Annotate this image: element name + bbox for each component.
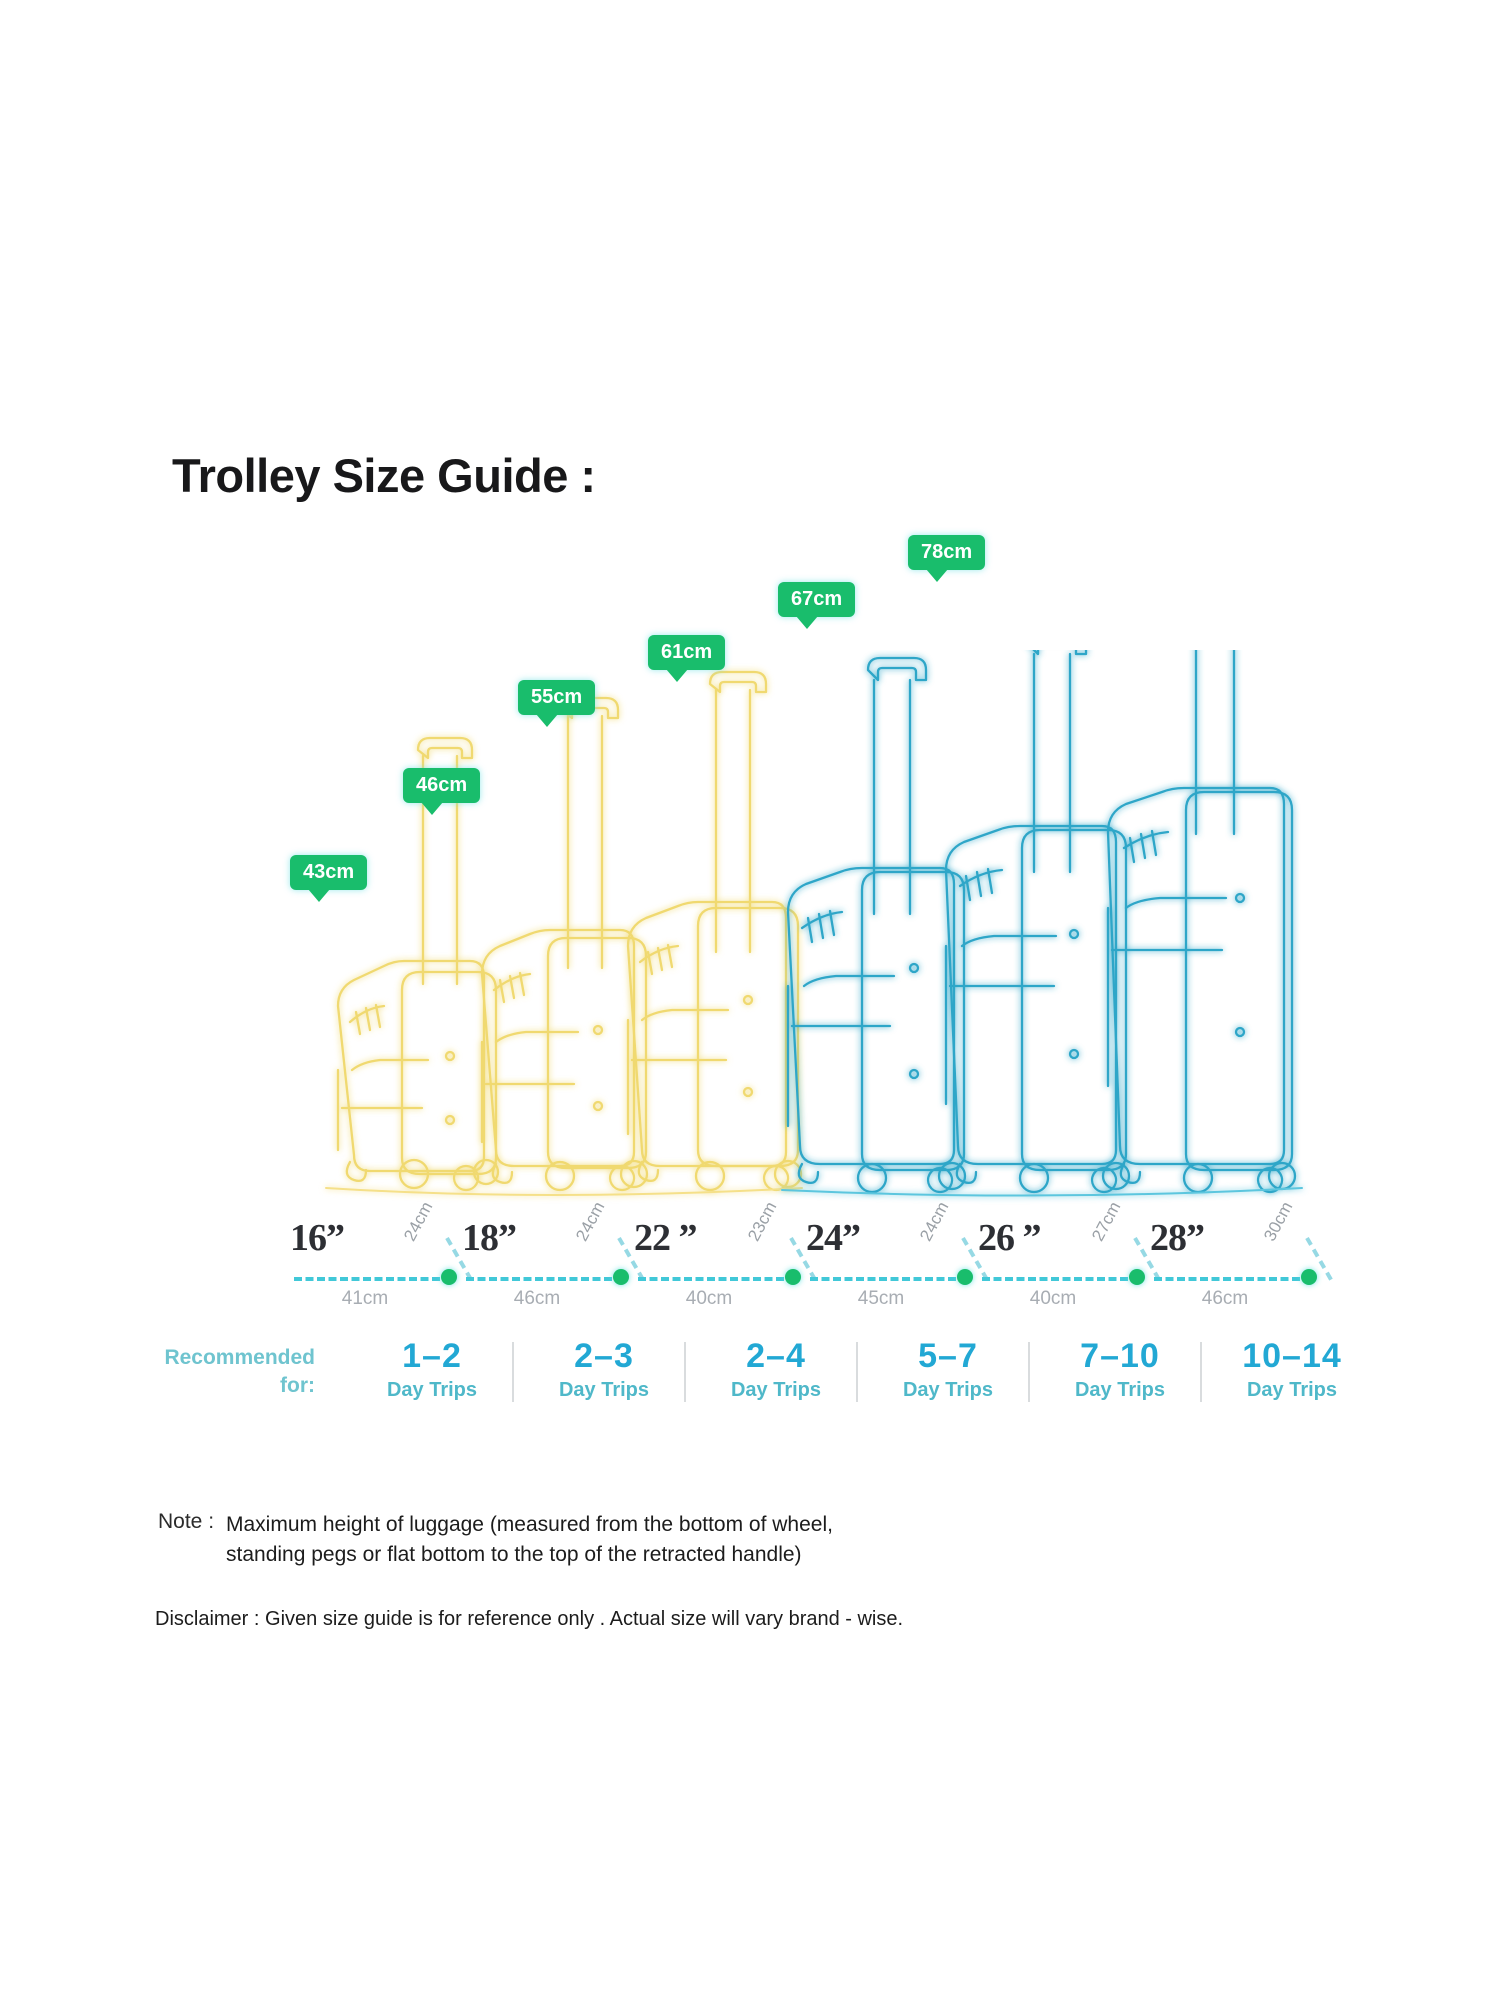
size-inches-28: 28” <box>1150 1217 1205 1259</box>
trip-cell-22: 2–4 Day Trips <box>696 1337 856 1405</box>
depth-dot-28 <box>1301 1269 1317 1285</box>
trip-sub-16: Day Trips <box>386 1379 478 1402</box>
depth-dot-16 <box>441 1269 457 1285</box>
size-cell-24: 24” 45cm <box>806 1216 971 1341</box>
trip-divider-5 <box>1200 1342 1202 1402</box>
blue-luggage-group <box>781 650 1303 1197</box>
depth-marker-22: 23cm <box>744 1199 829 1296</box>
height-badge-61cm: 61cm <box>648 635 726 682</box>
luggage-illustration: 43cm 46cm 55cm 61cm 67cm 78cm <box>290 535 1390 1210</box>
size-width-28: 46cm <box>1201 1288 1249 1309</box>
trip-sub-28: Day Trips <box>1246 1379 1338 1402</box>
depth-dot-22 <box>785 1269 801 1285</box>
height-badge-78cm: 78cm <box>908 535 986 582</box>
size-dashline-28 <box>1154 1277 1300 1281</box>
depth-marker-28: 30cm <box>1260 1199 1345 1296</box>
trip-days-18: 2–3 <box>574 1337 634 1375</box>
depth-dot-26 <box>1129 1269 1145 1285</box>
disclaimer-text: Disclaimer : Given size guide is for ref… <box>155 1608 904 1630</box>
size-inches-16: 16” <box>290 1217 345 1259</box>
size-width-22: 40cm <box>685 1288 733 1309</box>
size-width-16: 41cm <box>341 1288 389 1309</box>
size-width-24: 45cm <box>857 1288 905 1309</box>
trip-divider-4 <box>1028 1342 1030 1402</box>
page-title: Trolley Size Guide : <box>172 449 596 502</box>
trip-sub-18: Day Trips <box>558 1379 650 1402</box>
size-cell-16: 16” 41cm <box>290 1216 455 1341</box>
trip-cell-24: 5–7 Day Trips <box>868 1337 1028 1405</box>
trip-divider-2 <box>684 1342 686 1402</box>
trip-days-22: 2–4 <box>746 1337 806 1375</box>
trip-sub-24: Day Trips <box>902 1379 994 1402</box>
luggage-outlines-svg <box>325 650 1303 1197</box>
trip-cell-16: 1–2 Day Trips <box>352 1337 512 1405</box>
height-badge-43cm: 43cm <box>290 855 368 902</box>
trip-divider-3 <box>856 1342 858 1402</box>
trip-cell-28: 10–14 Day Trips <box>1212 1337 1372 1405</box>
depth-marker-26: 27cm <box>1088 1199 1173 1296</box>
depth-dot-24 <box>957 1269 973 1285</box>
size-inches-24: 24” <box>806 1217 861 1259</box>
height-badge-46cm: 46cm <box>403 768 481 815</box>
trip-cell-26: 7–10 Day Trips <box>1040 1337 1200 1405</box>
size-dashline-22 <box>638 1277 784 1281</box>
recommended-for-row: Recommended for: 1–2 Day Trips 2–3 Day T… <box>140 1337 1400 1448</box>
depth-marker-16: 24cm <box>400 1199 485 1296</box>
size-cell-28: 28” 46cm <box>1150 1216 1315 1341</box>
size-inches-26: 26 ” <box>978 1217 1042 1259</box>
recommended-for-label: Recommended for: <box>140 1344 315 1401</box>
note-line-2: standing pegs or flat bottom to the top … <box>226 1542 802 1566</box>
size-inches-22: 22 ” <box>634 1217 698 1259</box>
size-width-26: 40cm <box>1029 1288 1077 1309</box>
size-cell-18: 18” 46cm <box>462 1216 627 1341</box>
size-dashline-26 <box>982 1277 1128 1281</box>
note-line-1: Maximum height of luggage (measured from… <box>226 1513 833 1536</box>
size-inches-18: 18” <box>462 1217 517 1259</box>
trip-sub-22: Day Trips <box>730 1379 822 1402</box>
note-text: Maximum height of luggage (measured from… <box>226 1510 966 1570</box>
trip-sub-26: Day Trips <box>1074 1379 1166 1402</box>
height-badge-55cm: 55cm <box>518 680 596 727</box>
trip-days-16: 1–2 <box>402 1337 462 1375</box>
recommended-label-line1: Recommended <box>164 1346 315 1369</box>
size-dimension-row: 16” 41cm 24cm 18” 46cm 24cm 22 ” 40cm 23… <box>290 1199 1400 1341</box>
size-dashline-18 <box>466 1277 612 1281</box>
height-badge-67cm: 67cm <box>778 582 856 629</box>
size-cell-26: 26 ” 40cm <box>978 1216 1143 1341</box>
size-dashline-24 <box>810 1277 956 1281</box>
note-label: Note : <box>158 1510 215 1533</box>
size-width-18: 46cm <box>513 1288 561 1309</box>
trip-cell-18: 2–3 Day Trips <box>524 1337 684 1405</box>
size-cell-22: 22 ” 40cm <box>634 1216 799 1341</box>
trip-days-26: 7–10 <box>1080 1337 1160 1375</box>
trip-divider-1 <box>512 1342 514 1402</box>
trip-days-24: 5–7 <box>918 1337 978 1375</box>
size-dashline-16 <box>294 1277 440 1281</box>
trip-days-28: 10–14 <box>1242 1337 1342 1375</box>
depth-marker-18: 24cm <box>572 1199 657 1296</box>
recommended-label-line2: for: <box>280 1374 315 1398</box>
yellow-luggage-group <box>325 670 803 1196</box>
depth-dot-18 <box>613 1269 629 1285</box>
depth-marker-24: 24cm <box>916 1199 1001 1296</box>
